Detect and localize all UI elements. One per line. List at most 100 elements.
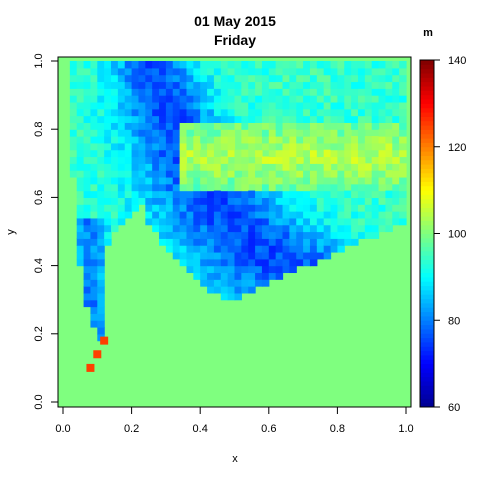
colorbar-step (420, 125, 434, 130)
heatmap-cell (76, 136, 85, 144)
colorbar-step (420, 198, 434, 204)
heatmap-cell (344, 197, 352, 205)
heatmap-cell (337, 170, 345, 178)
heatmap-cell (69, 136, 78, 144)
heatmap-cell (159, 115, 167, 123)
heatmap-cell (275, 156, 284, 164)
heatmap-cell (289, 197, 297, 205)
heatmap-cell (97, 211, 105, 219)
heatmap-cell (268, 176, 277, 185)
colorbar-step (420, 224, 434, 230)
heatmap-cell (220, 170, 229, 178)
heatmap-cell (330, 136, 338, 144)
heatmap-cell (282, 67, 290, 76)
heatmap-cell (159, 122, 167, 130)
heatmap-cell (234, 95, 242, 103)
heatmap-cell (131, 204, 140, 212)
heatmap-cell (323, 197, 332, 205)
heatmap-cell (111, 211, 119, 219)
heatmap-cell (90, 67, 98, 76)
heatmap-cell (296, 163, 304, 171)
y-axis: 0.00.20.40.60.81.0 (33, 53, 59, 410)
heatmap-cell (344, 156, 352, 164)
heatmap-cell (330, 88, 338, 96)
heatmap-cell (268, 211, 277, 219)
heatmap-cell (378, 67, 387, 76)
heatmap-cell (316, 190, 325, 198)
heatmap-cell (159, 176, 167, 185)
heatmap-cell (303, 190, 311, 198)
heatmap-cell (344, 122, 352, 130)
heatmap-cell (351, 176, 359, 185)
heatmap-cell (289, 251, 297, 260)
heatmap-cell (316, 149, 325, 158)
heatmap-cell (76, 142, 85, 151)
heatmap-cell (200, 129, 208, 137)
heatmap-cell (255, 176, 263, 185)
heatmap-cell (268, 142, 277, 151)
heatmap-cell (337, 231, 345, 239)
heatmap-cell (289, 163, 297, 171)
heatmap-cell (364, 204, 373, 212)
heatmap-cell (111, 129, 119, 137)
heatmap-cell (385, 211, 393, 219)
heatmap-cell (261, 197, 270, 205)
heatmap-cell (378, 88, 387, 96)
heatmap-cell (90, 81, 98, 89)
heatmap-cell (152, 142, 160, 151)
heatmap-cell (220, 74, 229, 83)
heatmap-cell (234, 279, 242, 287)
heatmap-cell (220, 183, 229, 192)
heatmap-cell (296, 170, 304, 178)
heatmap-cell (289, 108, 297, 117)
heatmap-cell (193, 251, 201, 260)
heatmap-cell (344, 231, 352, 239)
heatmap-cell (282, 251, 290, 260)
heatmap-cell (76, 170, 85, 178)
y-tick-label: 1.0 (33, 53, 45, 68)
heatmap-cell (193, 272, 201, 280)
colorbar-step (420, 190, 434, 195)
heatmap-cell (282, 265, 290, 274)
heatmap-cell (193, 149, 201, 158)
heatmap-cell (227, 211, 236, 219)
heatmap-cell (124, 136, 133, 144)
heatmap-cell (296, 61, 304, 69)
heatmap-cell (179, 211, 188, 219)
colorbar-step (420, 324, 434, 330)
heatmap-cell (138, 163, 146, 171)
heatmap-cell (357, 163, 366, 171)
heatmap-cell (309, 67, 318, 76)
heatmap-cell (248, 108, 256, 117)
heatmap-cell (76, 197, 85, 205)
heatmap-cell (145, 67, 153, 76)
heatmap-cell (371, 224, 380, 233)
heatmap-cell (207, 81, 215, 89)
heatmap-cell (193, 61, 201, 69)
heatmap-cell (213, 163, 222, 171)
heatmap-cell (357, 149, 366, 158)
heatmap-cell (261, 122, 270, 130)
heatmap-cell (213, 251, 222, 260)
heatmap-cell (227, 142, 236, 151)
heatmap-cell (152, 115, 160, 123)
heatmap-cell (117, 176, 126, 185)
heatmap-cell (172, 101, 181, 110)
heatmap-cell (124, 170, 133, 178)
heatmap-cell (275, 211, 284, 219)
heatmap-cell (104, 142, 112, 151)
heatmap-cell (399, 163, 407, 171)
heatmap-cell (90, 149, 98, 158)
heatmap-cell (323, 61, 332, 69)
heatmap-cell (289, 88, 297, 96)
heatmap-cell (357, 136, 366, 144)
heatmap-cell (220, 286, 229, 294)
heatmap-cell (165, 95, 174, 103)
heatmap-cell (303, 81, 311, 89)
heatmap-cell (241, 67, 249, 76)
heatmap-cell (275, 217, 284, 226)
heatmap-cell (131, 129, 140, 137)
heatmap-cell (138, 81, 146, 89)
heatmap-cell (83, 279, 92, 287)
heatmap-cell (104, 129, 112, 137)
